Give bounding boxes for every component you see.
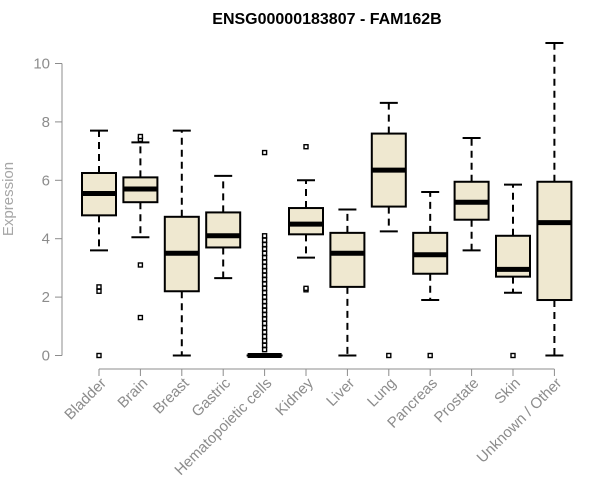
box-body	[288, 207, 324, 236]
box-gastric	[205, 174, 242, 280]
outlier-point	[261, 237, 268, 243]
outlier-point	[261, 342, 268, 348]
box-pancreas	[412, 190, 449, 359]
outlier-point	[261, 346, 268, 353]
outlier-point	[261, 246, 268, 252]
chart-title: ENSG00000183807 - FAM162B	[212, 11, 441, 28]
box-kidney	[288, 144, 324, 293]
y-tick-label: 4	[42, 231, 50, 248]
outlier-point	[261, 149, 268, 156]
outlier-point	[261, 254, 268, 261]
outlier-point	[96, 284, 102, 290]
x-tick-label: Breast	[150, 374, 193, 417]
outlier-point	[261, 298, 268, 305]
outlier-point	[261, 290, 268, 296]
outlier-point	[510, 352, 516, 359]
box-series	[81, 42, 573, 359]
box-lung	[370, 101, 407, 359]
x-tick-label: Prostate	[431, 375, 483, 427]
outlier-point	[386, 352, 392, 359]
outlier-point	[303, 285, 309, 292]
box-body	[329, 231, 366, 288]
outlier-point	[261, 311, 268, 318]
outlier-point	[137, 314, 144, 321]
y-axis: 0 2 4 6 8 10	[33, 56, 63, 365]
box-liver	[329, 208, 366, 357]
outlier-point	[261, 325, 268, 331]
x-tick-label: Brain	[114, 375, 151, 412]
outlier-point	[261, 281, 268, 287]
outlier-point	[96, 352, 102, 359]
outlier-point	[261, 303, 268, 309]
y-tick-label: 2	[42, 289, 50, 306]
box-brain	[122, 133, 159, 321]
outlier-point	[261, 241, 268, 248]
outlier-point	[427, 352, 433, 359]
outlier-point	[261, 316, 268, 322]
outlier-point	[261, 272, 268, 278]
outlier-point	[303, 144, 309, 150]
x-tick-label: Bladder	[61, 375, 110, 424]
outlier-point	[96, 288, 102, 294]
box-breast	[163, 129, 200, 357]
outlier-point	[261, 268, 268, 274]
y-axis-label: Expression	[0, 162, 17, 236]
outlier-point	[261, 329, 268, 335]
box-skin	[495, 183, 531, 359]
outlier-point	[261, 263, 268, 270]
outlier-point	[261, 320, 268, 327]
outlier-point	[137, 133, 144, 140]
outlier-point	[261, 333, 268, 340]
x-tick-label: Skin	[491, 375, 524, 408]
box-hematopoietic-cells	[246, 149, 283, 358]
y-tick-label: 10	[33, 56, 50, 73]
box-prostate	[453, 136, 490, 252]
outlier-point	[261, 294, 268, 300]
outlier-point	[137, 262, 144, 268]
box-bladder	[81, 129, 117, 359]
outlier-point	[261, 250, 268, 257]
box-body	[536, 180, 573, 302]
y-tick-label: 8	[42, 114, 50, 131]
outlier-point	[261, 338, 268, 344]
outlier-point	[261, 276, 268, 283]
outlier-point	[261, 285, 268, 292]
outlier-point	[261, 307, 268, 313]
y-tick-label: 0	[42, 348, 50, 365]
outlier-point	[261, 233, 268, 239]
x-tick-label: Lung	[364, 375, 400, 411]
box-body	[205, 211, 242, 249]
x-tick-label: Liver	[323, 375, 358, 410]
x-tick-label: Kidney	[272, 374, 317, 419]
box-unknown-other	[536, 42, 573, 357]
outlier-point	[261, 259, 268, 265]
y-tick-label: 6	[42, 172, 50, 189]
